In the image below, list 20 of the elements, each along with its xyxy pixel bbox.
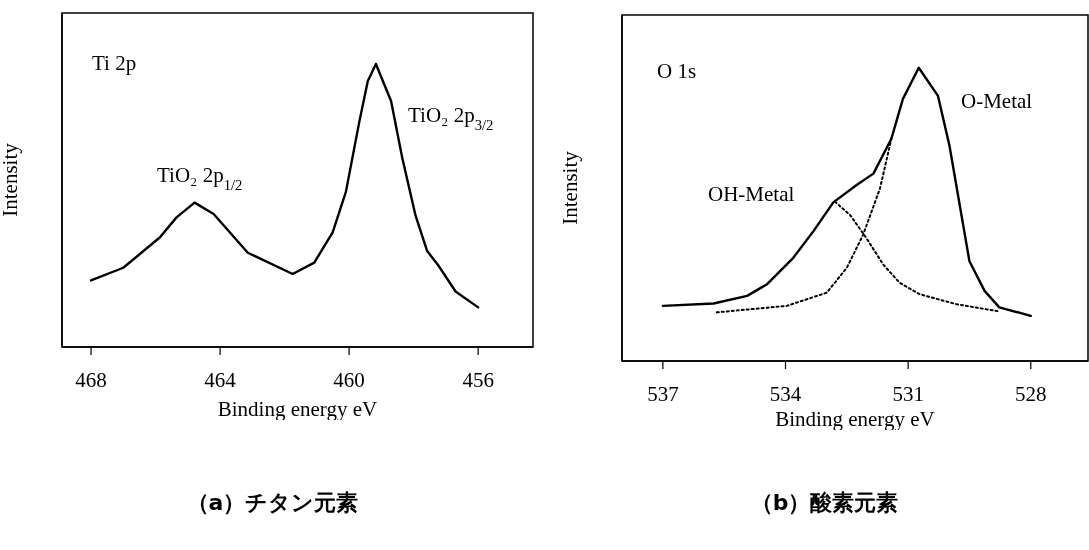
x-tick-label: 456 [462,368,494,392]
x-tick-label: 468 [75,368,107,392]
y-axis-title: Intensity [0,142,23,217]
x-tick-label: 534 [769,382,802,406]
x-tick-label: 464 [204,368,237,392]
annotation: O-Metal [961,89,1033,113]
x-tick-label: 528 [1015,382,1047,406]
annotation: TiO₂ 2p$_{3/2}$ [408,103,494,133]
x-axis-title: Binding energy eV [217,397,378,421]
text: （a）チタン元素 [185,489,360,517]
y-axis-title: Intensity [558,150,583,225]
x-tick-label: 531 [892,382,924,406]
x-axis-title: Binding energy eV [775,407,935,431]
annotation: TiO₂ 2p$_{1/2}$ [157,163,243,193]
annotation: Ti 2p [92,51,137,75]
annotation: OH-Metal [708,182,795,206]
text: （b）酸素元素 [749,489,900,517]
annotation: O 1s [657,59,697,83]
x-tick-label: 537 [647,382,679,406]
x-tick-label: 460 [333,368,365,392]
